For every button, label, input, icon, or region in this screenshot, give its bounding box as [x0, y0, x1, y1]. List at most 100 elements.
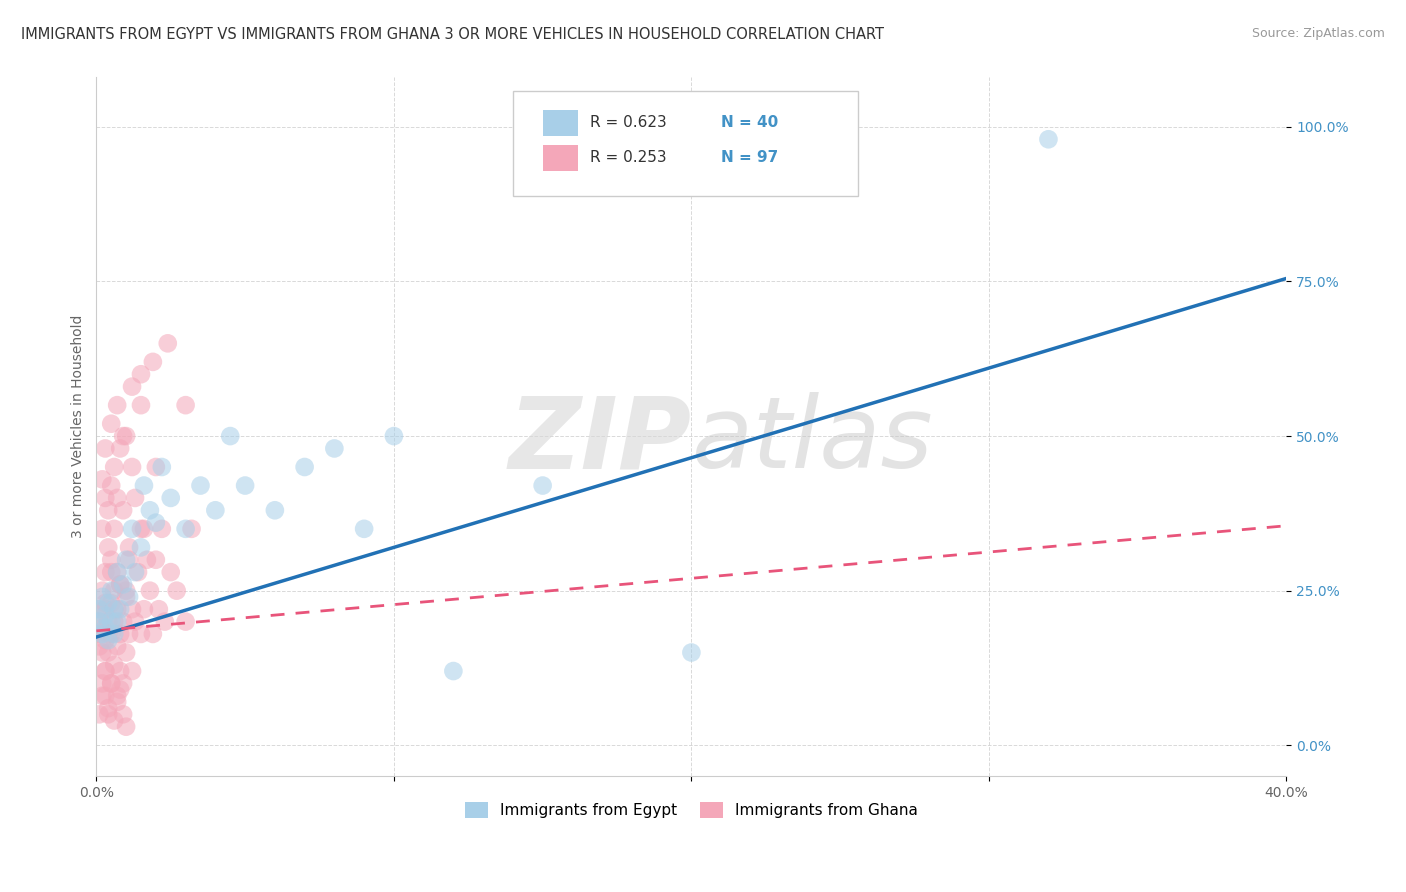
- Point: [89, 627, 111, 641]
- Point: [100, 596, 122, 610]
- Point: [294, 460, 316, 475]
- Point: [124, 565, 146, 579]
- Point: [136, 553, 159, 567]
- Text: ZIP: ZIP: [509, 392, 692, 490]
- Point: [132, 602, 155, 616]
- Point: [105, 565, 128, 579]
- Point: [91, 472, 114, 486]
- Point: [150, 522, 173, 536]
- Point: [105, 695, 128, 709]
- Point: [103, 602, 125, 616]
- Point: [100, 583, 122, 598]
- Point: [441, 664, 464, 678]
- Point: [103, 522, 125, 536]
- Point: [97, 596, 120, 610]
- Point: [94, 621, 117, 635]
- Text: IMMIGRANTS FROM EGYPT VS IMMIGRANTS FROM GHANA 3 OR MORE VEHICLES IN HOUSEHOLD C: IMMIGRANTS FROM EGYPT VS IMMIGRANTS FROM…: [21, 27, 884, 42]
- Point: [174, 398, 197, 412]
- Point: [91, 590, 114, 604]
- Point: [94, 689, 117, 703]
- Point: [100, 478, 122, 492]
- Point: [115, 720, 138, 734]
- Point: [108, 442, 131, 456]
- Point: [118, 553, 141, 567]
- Point: [91, 676, 114, 690]
- Point: [103, 627, 125, 641]
- Point: [145, 516, 167, 530]
- Point: [94, 442, 117, 456]
- Point: [94, 491, 117, 505]
- Point: [100, 417, 122, 431]
- Point: [97, 646, 120, 660]
- Point: [112, 676, 135, 690]
- Point: [190, 478, 212, 492]
- Point: [115, 646, 138, 660]
- Point: [108, 664, 131, 678]
- Point: [108, 627, 131, 641]
- Point: [100, 553, 122, 567]
- Point: [103, 602, 125, 616]
- Point: [124, 491, 146, 505]
- Point: [105, 398, 128, 412]
- Point: [97, 503, 120, 517]
- Point: [115, 590, 138, 604]
- Point: [132, 478, 155, 492]
- Point: [94, 664, 117, 678]
- Point: [1038, 132, 1060, 146]
- Text: R = 0.253: R = 0.253: [591, 150, 666, 165]
- Text: N = 97: N = 97: [721, 150, 779, 165]
- Point: [118, 627, 141, 641]
- Point: [142, 627, 165, 641]
- Point: [100, 565, 122, 579]
- Bar: [543, 145, 578, 171]
- Point: [204, 503, 226, 517]
- Point: [103, 615, 125, 629]
- Point: [174, 615, 197, 629]
- Legend: Immigrants from Egypt, Immigrants from Ghana: Immigrants from Egypt, Immigrants from G…: [458, 797, 924, 824]
- Point: [112, 707, 135, 722]
- Point: [156, 336, 179, 351]
- Point: [233, 478, 256, 492]
- Y-axis label: 3 or more Vehicles in Household: 3 or more Vehicles in Household: [72, 315, 86, 539]
- Point: [89, 640, 111, 654]
- Point: [129, 368, 152, 382]
- Point: [121, 664, 143, 678]
- Point: [108, 682, 131, 697]
- Point: [115, 429, 138, 443]
- Point: [97, 541, 120, 555]
- Point: [105, 565, 128, 579]
- Text: atlas: atlas: [692, 392, 934, 490]
- Point: [263, 503, 285, 517]
- Point: [94, 565, 117, 579]
- Bar: [543, 110, 578, 136]
- Point: [129, 627, 152, 641]
- FancyBboxPatch shape: [513, 91, 858, 196]
- Point: [91, 621, 114, 635]
- Point: [89, 602, 111, 616]
- Point: [148, 602, 170, 616]
- Point: [112, 503, 135, 517]
- Point: [180, 522, 202, 536]
- Point: [105, 491, 128, 505]
- Point: [115, 583, 138, 598]
- Point: [94, 602, 117, 616]
- Point: [105, 602, 128, 616]
- Point: [139, 503, 162, 517]
- Point: [127, 565, 149, 579]
- Point: [97, 615, 120, 629]
- Point: [681, 646, 703, 660]
- Point: [121, 522, 143, 536]
- Point: [97, 633, 120, 648]
- Point: [118, 541, 141, 555]
- Point: [100, 615, 122, 629]
- Point: [91, 689, 114, 703]
- Point: [124, 615, 146, 629]
- Point: [94, 633, 117, 648]
- Point: [100, 627, 122, 641]
- Point: [145, 553, 167, 567]
- Point: [174, 522, 197, 536]
- Point: [166, 583, 188, 598]
- Point: [150, 460, 173, 475]
- Point: [108, 602, 131, 616]
- Point: [108, 577, 131, 591]
